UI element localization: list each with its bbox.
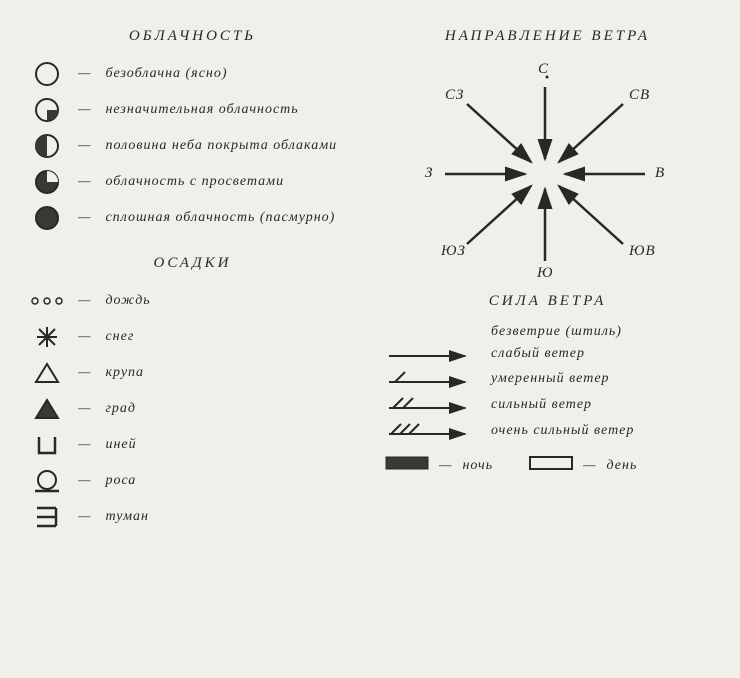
night-icon	[385, 454, 429, 477]
cloudiness-title: ОБЛАЧНОСТЬ	[30, 28, 355, 45]
precipitation-title: ОСАДКИ	[30, 255, 355, 272]
rain-icon	[30, 286, 64, 316]
graupel-icon	[30, 358, 64, 388]
strength-label-0: слабый ветер	[491, 346, 585, 362]
cloud-broken-label: облачность с просветами	[105, 174, 284, 190]
night-label: ночь	[462, 458, 493, 474]
snow-label: снег	[105, 329, 134, 345]
wind-nw-label: СЗ	[445, 87, 464, 104]
precip-row-hail: — град	[30, 394, 355, 424]
cloud-overcast-icon	[30, 203, 64, 233]
dash: —	[78, 329, 91, 345]
strength-row-3: очень сильный ветер	[385, 420, 710, 442]
hail-icon	[30, 394, 64, 424]
cloud-clear-icon	[30, 59, 64, 89]
wind-strength-title: СИЛА ВЕТРА	[385, 293, 710, 310]
fog-icon	[30, 502, 64, 532]
cloud-clear-label: безоблачна (ясно)	[105, 66, 227, 82]
dew-icon	[30, 466, 64, 496]
dash: —	[78, 365, 91, 381]
strength-row-0: слабый ветер	[385, 344, 710, 364]
cloud-few-icon	[30, 95, 64, 125]
precip-row-dew: — роса	[30, 466, 355, 496]
dash: —	[439, 458, 452, 474]
precip-row-snow: — снег	[30, 322, 355, 352]
wind-sw-label: ЮЗ	[441, 243, 466, 260]
wind-ne-label: СВ	[629, 87, 650, 104]
wind-e-label: В	[655, 165, 665, 182]
dash: —	[78, 102, 91, 118]
rain-label: дождь	[105, 293, 150, 309]
dash: —	[78, 293, 91, 309]
wind-n-label: С	[538, 61, 549, 78]
frost-icon	[30, 430, 64, 460]
daynight-row: — ночь — день	[385, 454, 710, 477]
dash: —	[78, 138, 91, 154]
strength-label-2: сильный ветер	[491, 397, 592, 413]
precip-row-fog: — туман	[30, 502, 355, 532]
dash: —	[78, 473, 91, 489]
dash: —	[78, 210, 91, 226]
wind-s-label: Ю	[537, 265, 553, 282]
strength-arrow-2-icon	[385, 394, 475, 416]
strength-arrow-0-icon	[385, 344, 475, 364]
wind-rose-diagram: С СЗ СВ З В ЮЗ ЮВ Ю	[385, 59, 710, 289]
dew-label: роса	[105, 473, 136, 489]
dash: —	[78, 437, 91, 453]
calm-label: безветрие (штиль)	[491, 324, 622, 340]
strength-row-1: умеренный ветер	[385, 368, 710, 390]
frost-label: иней	[105, 437, 136, 453]
fog-label: туман	[105, 509, 149, 525]
right-column: НАПРАВЛЕНИЕ ВЕТРА	[385, 20, 710, 538]
cloud-half-icon	[30, 131, 64, 161]
dash: —	[78, 66, 91, 82]
strength-label-1: умеренный ветер	[491, 371, 610, 387]
wind-w-label: З	[425, 165, 433, 182]
cloud-row-few: — незначительная облачность	[30, 95, 355, 125]
cloud-half-label: половина неба покрыта облаками	[105, 138, 337, 154]
snow-icon	[30, 322, 64, 352]
precip-row-rain: — дождь	[30, 286, 355, 316]
dash: —	[78, 401, 91, 417]
graupel-label: крупа	[105, 365, 144, 381]
legend-container: ОБЛАЧНОСТЬ — безоблачна (ясно) — незначи…	[30, 20, 710, 538]
left-column: ОБЛАЧНОСТЬ — безоблачна (ясно) — незначи…	[30, 20, 355, 538]
hail-label: град	[105, 401, 136, 417]
wind-se-label: ЮВ	[629, 243, 656, 260]
strength-arrow-3-icon	[385, 420, 475, 442]
strength-arrow-1-icon	[385, 368, 475, 390]
cloud-few-label: незначительная облачность	[105, 102, 298, 118]
wind-direction-title: НАПРАВЛЕНИЕ ВЕТРА	[385, 28, 710, 45]
day-label: день	[607, 458, 638, 474]
cloud-row-half: — половина неба покрыта облаками	[30, 131, 355, 161]
day-icon	[529, 454, 573, 477]
cloud-row-broken: — облачность с просветами	[30, 167, 355, 197]
precip-row-frost: — иней	[30, 430, 355, 460]
dash: —	[583, 458, 596, 474]
cloud-overcast-label: сплошная облачность (пасмурно)	[105, 210, 335, 226]
strength-row-2: сильный ветер	[385, 394, 710, 416]
strength-label-3: очень сильный ветер	[491, 423, 634, 439]
dash: —	[78, 174, 91, 190]
cloud-row-overcast: — сплошная облачность (пасмурно)	[30, 203, 355, 233]
dash: —	[78, 509, 91, 525]
cloud-row-clear: — безоблачна (ясно)	[30, 59, 355, 89]
precip-row-graupel: — крупа	[30, 358, 355, 388]
calm-row: безветрие (штиль)	[385, 324, 710, 340]
cloud-broken-icon	[30, 167, 64, 197]
